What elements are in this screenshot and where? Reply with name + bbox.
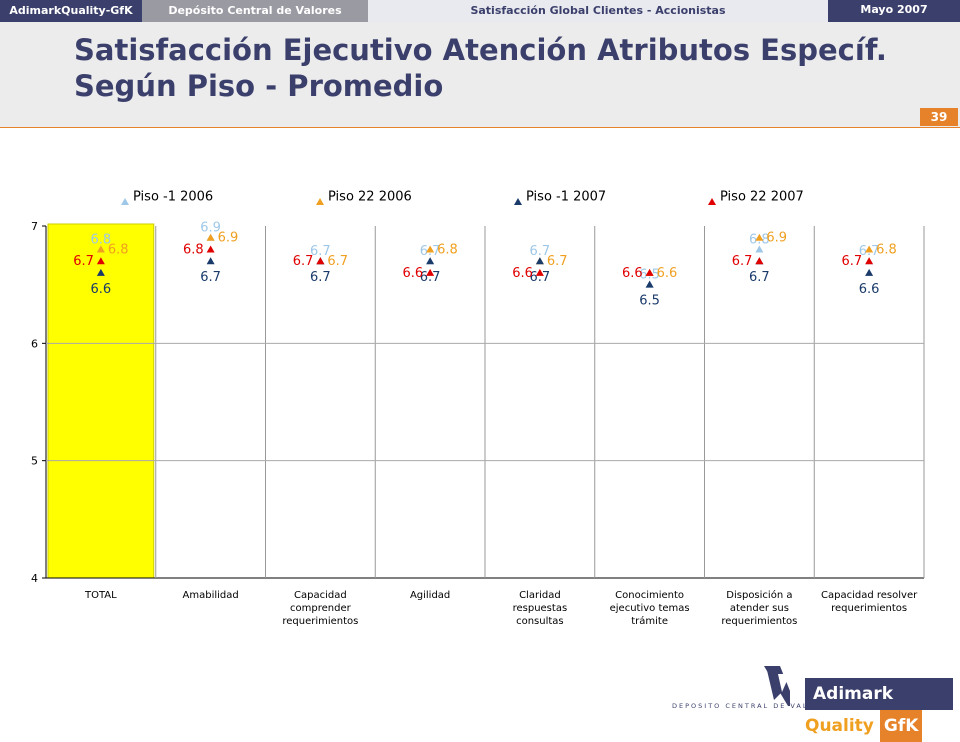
title-divider <box>0 127 960 128</box>
data-point-marker <box>206 233 215 241</box>
x-category-label: TOTAL <box>84 590 117 601</box>
data-label: 6.8 <box>437 242 458 257</box>
data-point-marker <box>96 257 105 265</box>
x-category-label: requerimientos <box>721 616 797 627</box>
x-category-label: ejecutivo temas <box>610 603 690 614</box>
title-area <box>0 22 960 127</box>
top-bar: AdimarkQuality-GfK Depósito Central de V… <box>0 0 960 22</box>
data-label: 6.7 <box>841 254 862 269</box>
data-label: 6.6 <box>402 266 423 281</box>
data-point-marker <box>865 245 874 253</box>
logo-quality-text: Quality <box>805 716 874 736</box>
data-label: 6.5 <box>639 294 660 309</box>
x-category-label: Capacidad resolver <box>821 590 918 601</box>
legend-label: Piso 22 2006 <box>328 190 412 205</box>
dcv-logo-text: DEPOSITO CENTRAL DE VALORES <box>672 702 835 710</box>
data-label: 6.6 <box>512 266 533 281</box>
data-label: 6.6 <box>622 266 643 281</box>
x-category-label: requerimientos <box>282 616 358 627</box>
data-label: 6.8 <box>91 232 112 247</box>
y-tick-label: 7 <box>31 220 38 233</box>
x-category-label: atender sus <box>730 603 789 614</box>
x-category-label: Amabilidad <box>183 590 239 601</box>
y-tick-label: 5 <box>31 455 38 468</box>
data-label: 6.7 <box>327 254 348 269</box>
chart: 4 5 6 7 TOTAL Amabilidad Capacidad comprender re… <box>31 190 925 627</box>
x-category-label: Disposición a <box>726 589 792 601</box>
data-label: 6.7 <box>293 254 314 269</box>
date-label: Mayo 2007 <box>828 0 960 22</box>
data-point-marker <box>96 245 105 253</box>
data-point-marker <box>645 268 654 276</box>
legend-marker <box>121 198 129 205</box>
data-label: 6.7 <box>530 270 551 285</box>
x-category-label: Conocimiento <box>615 590 684 601</box>
x-category-label: requerimientos <box>831 603 907 614</box>
x-category-label: Agilidad <box>410 590 450 601</box>
data-label: 6.7 <box>530 244 551 259</box>
page-title-line-2: Según Piso - Promedio <box>74 69 444 103</box>
data-label: 6.6 <box>91 282 112 297</box>
data-point-marker <box>206 245 215 253</box>
adimark-gfk-logo: Adimark Quality GfK <box>805 678 953 742</box>
data-label: 6.7 <box>310 270 331 285</box>
data-label: 6.9 <box>766 231 787 246</box>
data-label: 6.7 <box>732 254 753 269</box>
data-label: 6.6 <box>657 266 678 281</box>
data-label: 6.7 <box>749 270 770 285</box>
y-tick-label: 6 <box>31 337 38 350</box>
data-point-marker <box>535 257 544 265</box>
data-point-marker <box>426 245 435 253</box>
data-label: 6.7 <box>200 270 221 285</box>
data-label: 6.7 <box>310 244 331 259</box>
study-label: Satisfacción Global Clientes - Accionist… <box>470 4 726 17</box>
x-category-label: respuestas <box>513 603 568 614</box>
legend-label: Piso -1 2006 <box>133 190 213 205</box>
dcv-logo <box>764 666 790 706</box>
data-label: 6.8 <box>183 242 204 257</box>
data-point-marker <box>865 257 874 265</box>
data-label: 6.7 <box>73 254 94 269</box>
data-point-marker <box>865 268 874 276</box>
y-tick-label: 4 <box>31 572 38 585</box>
logo-gfk-text: GfK <box>879 710 923 742</box>
data-point-marker <box>755 233 764 241</box>
x-category-label: consultas <box>516 616 564 627</box>
legend-label: Piso 22 2007 <box>720 190 804 205</box>
data-label: 6.6 <box>859 282 880 297</box>
data-point-marker <box>426 268 435 276</box>
x-category-label: Claridad <box>519 590 561 601</box>
highlight-column <box>47 223 155 579</box>
data-point-marker <box>206 257 215 265</box>
data-point-marker <box>755 257 764 265</box>
legend-marker <box>708 198 716 205</box>
data-label: 6.8 <box>108 242 129 257</box>
data-point-marker <box>535 268 544 276</box>
data-label: 6.7 <box>547 254 568 269</box>
legend-marker <box>514 198 522 205</box>
data-point-marker <box>645 280 654 288</box>
page-title-line-1: Satisfacción Ejecutivo Atención Atributo… <box>74 33 887 67</box>
logo-adimark-text: Adimark <box>813 684 894 704</box>
data-label: 6.8 <box>876 242 897 257</box>
page-number-badge: 39 <box>920 108 958 126</box>
data-point-marker <box>316 257 325 265</box>
x-category-label: Capacidad <box>294 590 347 601</box>
data-label: 6.7 <box>420 270 441 285</box>
data-label: 6.9 <box>218 231 239 246</box>
legend-label: Piso -1 2007 <box>526 190 606 205</box>
client-label: Depósito Central de Valores <box>142 0 368 22</box>
x-category-label: trámite <box>631 615 668 627</box>
page-title: Satisfacción Ejecutivo Atención Atributo… <box>74 32 954 104</box>
data-point-marker <box>96 268 105 276</box>
data-point-marker <box>426 257 435 265</box>
data-point-marker <box>755 245 764 253</box>
x-category-label: comprender <box>290 603 352 614</box>
data-label: 6.9 <box>200 221 221 236</box>
brand-label: AdimarkQuality-GfK <box>0 0 142 22</box>
legend-marker <box>316 198 324 205</box>
